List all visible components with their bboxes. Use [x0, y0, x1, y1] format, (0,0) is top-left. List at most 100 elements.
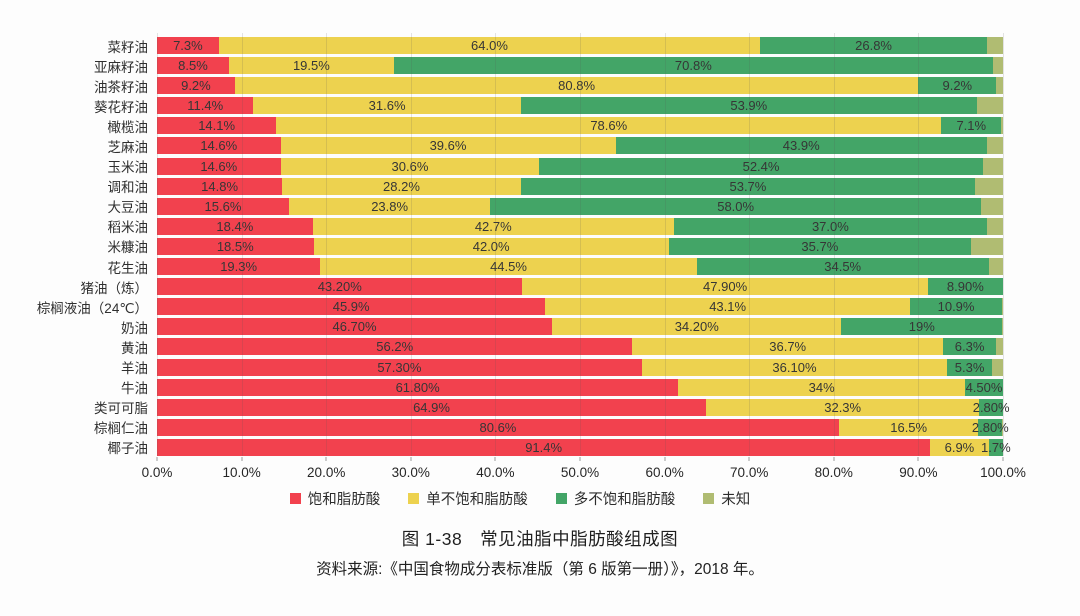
category-label: 椰子油 [107, 441, 149, 457]
segment-value-label: 80.6% [479, 419, 517, 435]
x-tick-label: 10.0% [222, 465, 261, 480]
stacked-bar: 14.1% 78.6% 7.1% [157, 117, 1003, 135]
segment-value-label: 8.90% [946, 279, 984, 295]
bar-segment-unknown [986, 137, 1003, 155]
category-label: 油茶籽油 [94, 79, 148, 95]
segment-value-label: 18.4% [216, 218, 254, 234]
segment-value-label: 2.80% [971, 419, 1009, 435]
stacked-bar: 43.20% 47.90% 8.90% [157, 278, 1003, 296]
stacked-bar: 56.2% 36.7% 6.3% [157, 338, 1003, 356]
segment-value-label: 43.1% [709, 299, 747, 315]
segment-value-label: 52.4% [742, 158, 780, 174]
category-label: 棕榈液油（24℃） [36, 300, 148, 316]
x-axis-tick-mark [1002, 457, 1004, 461]
segment-value-label: 44.5% [490, 259, 527, 275]
bar-row: 棕榈仁油 80.6% 16.5% 2.80% [94, 418, 1009, 436]
category-label: 橄榄油 [107, 119, 149, 135]
legend-swatch-polyunsaturated [555, 493, 567, 504]
bar-segment-unknown [992, 358, 1004, 376]
category-label: 棕榈仁油 [94, 421, 148, 437]
segment-value-label: 14.6% [200, 158, 238, 174]
chart-plot-area: 菜籽油 7.3% 64.0% 26.8% 亚麻籽油 8.5% 19.5% 70.8% 油茶籽油 9… [37, 33, 1026, 480]
x-axis-tick-mark [917, 457, 919, 461]
bar-segment-monounsaturated: 34% [678, 378, 966, 396]
bar-segment-polyunsaturated: 9.2% [918, 77, 997, 95]
x-tick-label: 70.0% [730, 465, 769, 480]
stacked-bar: 91.4% 6.9% 1.7% [157, 438, 1011, 456]
legend-label: 未知 [721, 492, 751, 508]
bar-segment-saturated: 18.4% [157, 217, 313, 235]
bar-row: 菜籽油 7.3% 64.0% 26.8% [108, 37, 1004, 55]
x-tick-label: 50.0% [560, 465, 600, 480]
bar-segment-polyunsaturated: 52.4% [539, 157, 983, 175]
segment-value-label: 9.2% [181, 78, 211, 94]
bar-segment-polyunsaturated: 34.5% [696, 258, 989, 276]
bar-row: 牛油 61.80% 34% 4.50% [121, 378, 1003, 396]
segment-value-label: 19.5% [292, 58, 330, 74]
bar-segment-saturated: 14.6% [157, 137, 281, 155]
bar-segment-polyunsaturated: 35.7% [668, 237, 971, 255]
stacked-bar: 15.6% 23.8% 58.0% [157, 197, 1003, 215]
segment-value-label: 80.8% [558, 78, 596, 94]
bar-segment-saturated: 64.9% [157, 398, 707, 416]
category-label: 牛油 [121, 381, 148, 397]
segment-value-label: 34.20% [674, 319, 719, 335]
bar-segment-unknown [981, 197, 1003, 215]
segment-value-label: 43.20% [317, 279, 362, 295]
category-label: 羊油 [121, 361, 148, 376]
x-tick-label: 80.0% [814, 465, 853, 480]
bar-row: 玉米油 14.6% 30.6% 52.4% [108, 157, 1003, 175]
bar-segment-unknown [976, 97, 1003, 115]
figure-caption: 图 1-38 常见油脂中脂肪酸组成图 [401, 529, 679, 549]
stacked-bar: 8.5% 19.5% 70.8% [157, 57, 1003, 75]
bar-segment-monounsaturated: 80.8% [234, 77, 919, 95]
segment-value-label: 6.3% [954, 339, 985, 355]
legend-swatch-monounsaturated [408, 493, 420, 504]
bar-row: 棕榈液油（24℃） 45.9% 43.1% 10.9% [37, 298, 1003, 316]
category-label: 大豆油 [107, 200, 149, 216]
bar-segment-monounsaturated: 39.6% [280, 137, 616, 155]
segment-value-label: 19% [908, 319, 935, 335]
stacked-bar: 14.8% 28.2% 53.7% [157, 177, 1003, 195]
stacked-bar: 45.9% 43.1% 10.9% [157, 298, 1003, 316]
category-label: 花生油 [107, 260, 149, 276]
segment-value-label: 53.9% [730, 98, 768, 114]
bar-segment-polyunsaturated: 37.0% [673, 217, 987, 235]
segment-value-label: 42.0% [472, 238, 510, 254]
bar-segment-saturated: 14.8% [157, 177, 283, 195]
bar-segment-monounsaturated: 23.8% [288, 197, 491, 215]
bar-segment-polyunsaturated: 7.1% [941, 117, 1002, 135]
category-label: 葵花籽油 [94, 99, 148, 115]
bar-segment-unknown [988, 258, 1003, 276]
bar-row: 稻米油 18.4% 42.7% 37.0% [108, 217, 1003, 235]
x-axis-tick-mark [664, 457, 666, 461]
segment-value-label: 42.7% [474, 218, 512, 234]
segment-value-label: 57.30% [377, 359, 422, 375]
segment-value-label: 32.3% [824, 399, 862, 415]
bar-segment-unknown [986, 37, 1004, 54]
segment-value-label: 37.0% [811, 218, 849, 234]
segment-value-label: 7.3% [173, 38, 203, 53]
bar-segment-unknown [1002, 418, 1003, 436]
stacked-bar: 7.3% 64.0% 26.8% [157, 37, 1004, 54]
bar-segment-unknown [992, 57, 1003, 75]
segment-value-label: 53.7% [729, 178, 767, 194]
bar-segment-polyunsaturated: 58.0% [490, 197, 981, 215]
category-label: 亚麻籽油 [94, 59, 148, 75]
x-tick-label: 0.0% [141, 465, 173, 480]
bar-segment-saturated: 8.5% [157, 57, 229, 75]
bar-segment-polyunsaturated: 26.8% [760, 37, 987, 54]
stacked-bar: 64.9% 32.3% 2.80% [157, 398, 1010, 416]
x-tick-label: 60.0% [645, 465, 684, 480]
bar-segment-polyunsaturated: 2.80% [972, 418, 1009, 436]
category-label: 调和油 [107, 180, 149, 196]
bar-row: 猪油（炼） 43.20% 47.90% 8.90% [81, 278, 1003, 296]
bar-segment-unknown [1002, 298, 1003, 316]
segment-value-label: 1.7% [981, 439, 1011, 455]
segment-value-label: 8.5% [178, 58, 208, 74]
stacked-bar: 14.6% 39.6% 43.9% [157, 137, 1003, 155]
stacked-bar: 46.70% 34.20% 19% [157, 318, 1003, 336]
segment-value-label: 35.7% [801, 238, 839, 254]
bar-segment-saturated: 19.3% [157, 258, 321, 276]
segment-value-label: 64.9% [413, 399, 450, 415]
